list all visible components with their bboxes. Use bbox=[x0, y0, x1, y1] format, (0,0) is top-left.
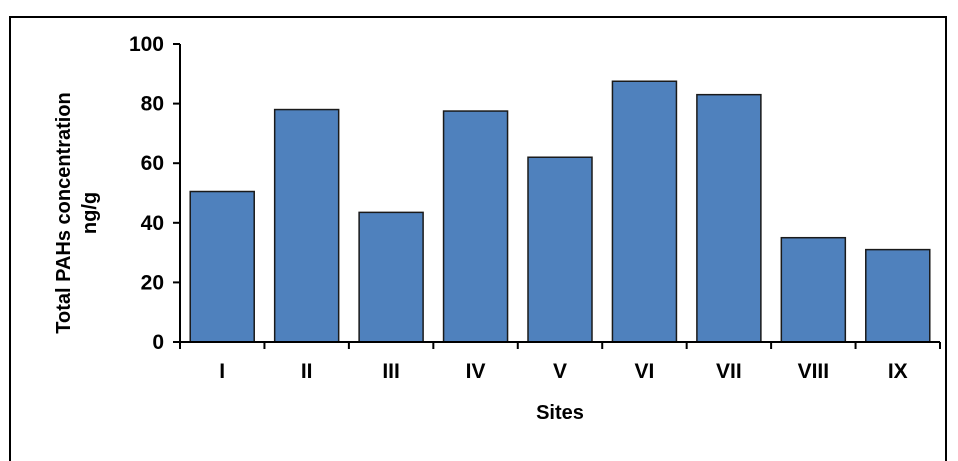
y-tick-label: 60 bbox=[141, 152, 164, 175]
x-axis-title: Sites bbox=[536, 402, 584, 424]
y-axis-title-line-2: ng/g bbox=[79, 192, 101, 234]
y-tick-label: 40 bbox=[141, 212, 164, 235]
chart-frame bbox=[9, 16, 947, 461]
y-tick-label: 20 bbox=[141, 271, 164, 294]
y-tick-label: 0 bbox=[152, 331, 164, 354]
y-axis-title-line-1: Total PAHs concentration bbox=[53, 92, 75, 334]
x-tick-label: V bbox=[553, 360, 567, 383]
bar-V bbox=[527, 156, 593, 343]
bar-series bbox=[189, 80, 931, 343]
x-tick-label: III bbox=[382, 360, 400, 383]
x-axis-ticks: I II III IV V VI VII VIII IX bbox=[179, 342, 941, 383]
x-tick-label: II bbox=[301, 360, 313, 383]
bar-III bbox=[358, 211, 424, 343]
bar-IV bbox=[442, 110, 509, 343]
bar-IX bbox=[865, 248, 931, 343]
x-tick-label: VI bbox=[635, 360, 655, 383]
x-tick-label: VII bbox=[716, 360, 742, 383]
bar-VIII bbox=[780, 236, 847, 343]
y-tick-label: 100 bbox=[129, 33, 164, 56]
y-axis-title: Total PAHs concentration ng/g bbox=[53, 92, 101, 334]
bar-II bbox=[273, 108, 340, 343]
bar-I bbox=[189, 190, 255, 343]
x-tick-label: VIII bbox=[798, 360, 830, 383]
y-axis-ticks: 0 20 40 60 80 100 bbox=[129, 33, 180, 354]
bar-VI bbox=[611, 80, 678, 343]
x-tick-label: IV bbox=[466, 360, 486, 383]
bar-VII bbox=[696, 93, 762, 343]
x-tick-label: I bbox=[219, 360, 225, 383]
y-tick-label: 80 bbox=[141, 93, 164, 116]
x-tick-label: IX bbox=[888, 360, 908, 383]
